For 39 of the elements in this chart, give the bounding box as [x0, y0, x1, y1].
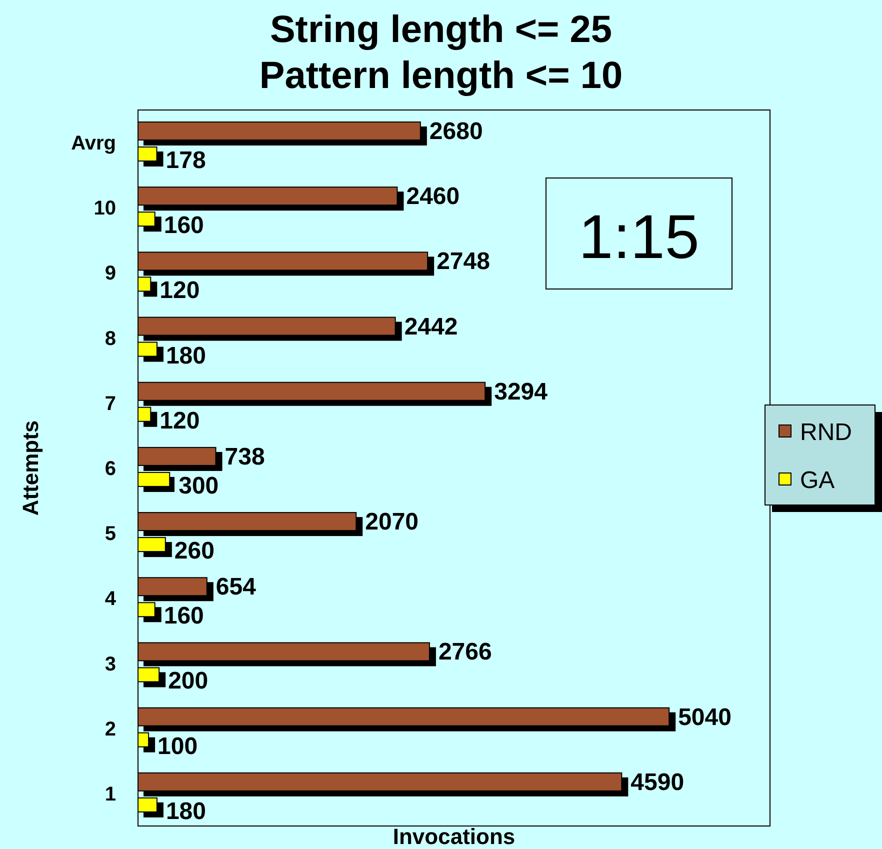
y-tick-label: 6	[104, 458, 116, 480]
y-tick-label: 9	[104, 262, 116, 285]
legend-label: GA	[800, 467, 835, 494]
y-tick-label: 1	[104, 783, 116, 806]
annotation: 1:15	[578, 203, 700, 272]
data-label: 100	[158, 732, 198, 760]
data-label: 260	[174, 538, 214, 565]
data-label: 738	[224, 443, 265, 470]
data-label: 2460	[406, 183, 460, 210]
y-axis-title: Attempts	[18, 420, 43, 516]
data-label: 2680	[429, 118, 483, 145]
data-label: 180	[166, 798, 206, 825]
chart-title: String length <= 25 Pattern length <= 10	[259, 9, 623, 97]
data-label: 160	[164, 602, 204, 630]
data-label: 4590	[630, 768, 684, 796]
data-label: 2748	[436, 248, 490, 276]
data-label: 200	[168, 668, 208, 695]
data-label: 2070	[365, 508, 419, 536]
data-label: 2442	[404, 313, 458, 340]
data-label: 160	[164, 212, 204, 240]
y-tick-label: 10	[94, 198, 116, 220]
y-tick-label: 5	[104, 523, 116, 546]
data-label: 2766	[438, 638, 492, 666]
y-tick-label: 7	[104, 392, 116, 415]
data-label: 300	[178, 472, 219, 500]
data-label: 3294	[494, 378, 548, 406]
data-label: 178	[166, 147, 206, 174]
data-label: 180	[166, 342, 206, 370]
data-label: 654	[216, 574, 257, 601]
y-tick-label: 8	[104, 328, 116, 350]
y-tick-label: Avrg	[71, 132, 116, 155]
x-axis-title: Invocations	[392, 824, 516, 849]
y-tick-label: 2	[104, 718, 116, 740]
data-label: 5040	[678, 704, 732, 731]
y-tick-label: 4	[104, 588, 117, 610]
data-label: 120	[160, 407, 200, 434]
data-label: 120	[160, 277, 200, 304]
y-tick-label: 3	[104, 653, 116, 676]
legend-label: RND	[800, 419, 852, 446]
